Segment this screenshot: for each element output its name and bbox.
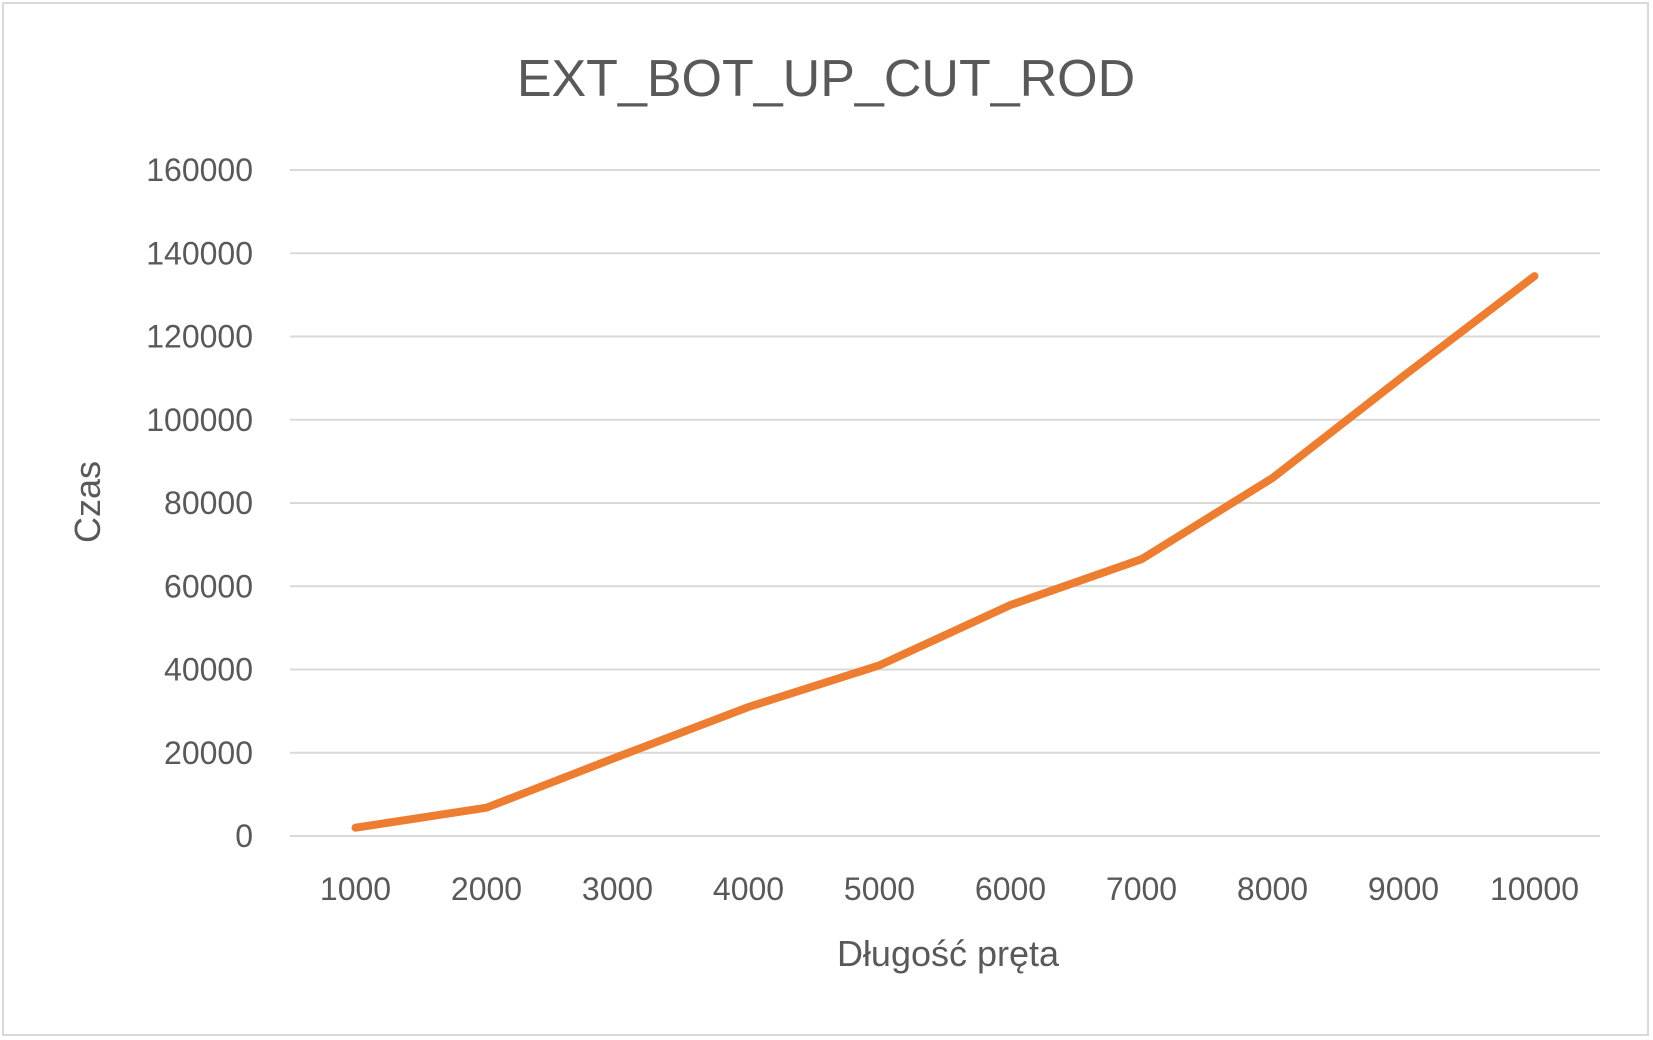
- x-tick-label: 5000: [844, 871, 915, 907]
- x-tick-label: 9000: [1368, 871, 1439, 907]
- x-axis-tick-labels: 1000 2000 3000 4000 5000 6000 7000 8000 9000 1000…: [320, 871, 1579, 907]
- y-tick-label: 100000: [146, 402, 253, 438]
- series-line-0: [351, 272, 1539, 832]
- y-tick-label: 160000: [146, 152, 253, 188]
- y-tick-label: 40000: [164, 652, 253, 688]
- chart-title: EXT_BOT_UP_CUT_ROD: [517, 50, 1135, 108]
- y-tick-label: 140000: [146, 235, 253, 271]
- x-tick-label: 7000: [1106, 871, 1177, 907]
- y-tick-label: 0: [235, 818, 253, 854]
- x-tick-label: 2000: [451, 871, 522, 907]
- y-tick-label: 80000: [164, 485, 253, 521]
- x-tick-label: 3000: [582, 871, 653, 907]
- y-axis-label: Czas: [67, 461, 108, 543]
- y-tick-label: 120000: [146, 319, 253, 355]
- y-axis-tick-labels: 0 20000 40000 60000 80000 100000 120000 140000 1…: [146, 152, 253, 854]
- x-tick-label: 8000: [1237, 871, 1308, 907]
- x-tick-label: 1000: [320, 871, 391, 907]
- y-tick-label: 20000: [164, 735, 253, 771]
- x-tick-label: 10000: [1490, 871, 1579, 907]
- x-tick-label: 4000: [713, 871, 784, 907]
- x-tick-label: 6000: [975, 871, 1046, 907]
- x-axis-label: Długość pręta: [837, 933, 1060, 974]
- gridlines: [290, 169, 1600, 837]
- y-tick-label: 60000: [164, 568, 253, 604]
- series-layer: [351, 272, 1539, 832]
